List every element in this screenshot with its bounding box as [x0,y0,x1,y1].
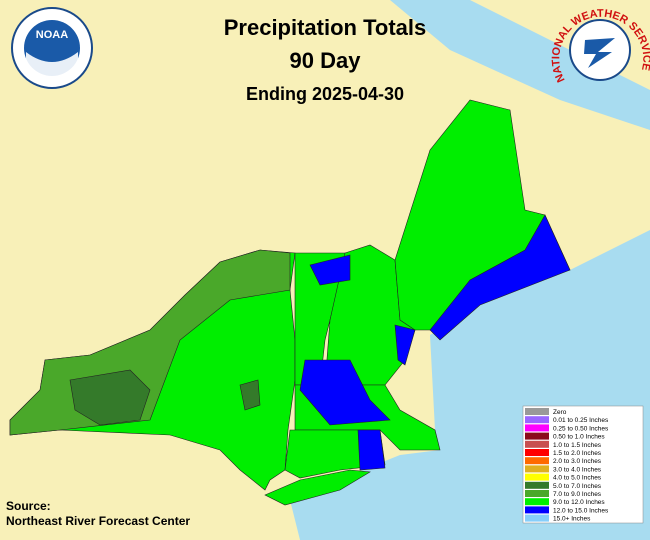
legend-label: 7.0 to 9.0 Inches [553,491,602,498]
legend-swatch [525,424,549,432]
source-name: Northeast River Forecast Center [6,514,190,528]
legend-swatch [525,514,549,522]
legend-label: 5.0 to 7.0 Inches [553,483,602,490]
legend-swatch [525,440,549,448]
legend-swatch [525,408,549,415]
legend-swatch [525,481,549,489]
legend-label: 9.0 to 12.0 Inches [553,499,605,506]
legend-label: 12.0 to 15.0 Inches [553,507,609,514]
water [390,0,650,130]
legend-swatch [525,465,549,473]
legend-swatch [525,457,549,465]
subtitle: 90 Day [290,48,362,73]
region [309,254,351,286]
long-island [264,469,371,506]
legend-swatch [525,432,549,440]
logo-shape [26,52,78,76]
region [357,429,386,471]
legend-label: 0.50 to 1.0 Inches [553,434,605,441]
title: Precipitation Totals [224,15,427,40]
legend-label: 3.0 to 4.0 Inches [553,466,602,473]
legend-swatch [525,473,549,481]
region [394,324,416,366]
legend-swatch [525,490,549,497]
legend-label: Zero [553,409,567,416]
region [299,359,391,426]
subtitle: Ending 2025-04-30 [246,84,404,104]
legend-label: 2.0 to 3.0 Inches [553,458,602,465]
legend-swatch [525,416,549,424]
legend-label: 0.01 to 0.25 Inches [553,417,609,424]
legend-label: 1.5 to 2.0 Inches [553,450,602,457]
noaa-logo: NOAA [11,7,93,89]
legend-label: 0.25 to 0.50 Inches [553,425,609,432]
legend-label: 1.0 to 1.5 Inches [553,442,602,449]
region [429,214,571,341]
source-label: Source: [6,499,51,513]
legend-swatch [525,449,549,456]
legend-swatch [525,498,549,506]
legend-label: 4.0 to 5.0 Inches [553,475,602,482]
regions [9,99,571,506]
legend-swatch [525,506,549,514]
region [239,379,261,411]
logo-text: NOAA [36,29,68,41]
region [69,369,151,426]
legend-label: 15.0+ Inches [553,516,591,523]
logo-shape [584,38,615,68]
